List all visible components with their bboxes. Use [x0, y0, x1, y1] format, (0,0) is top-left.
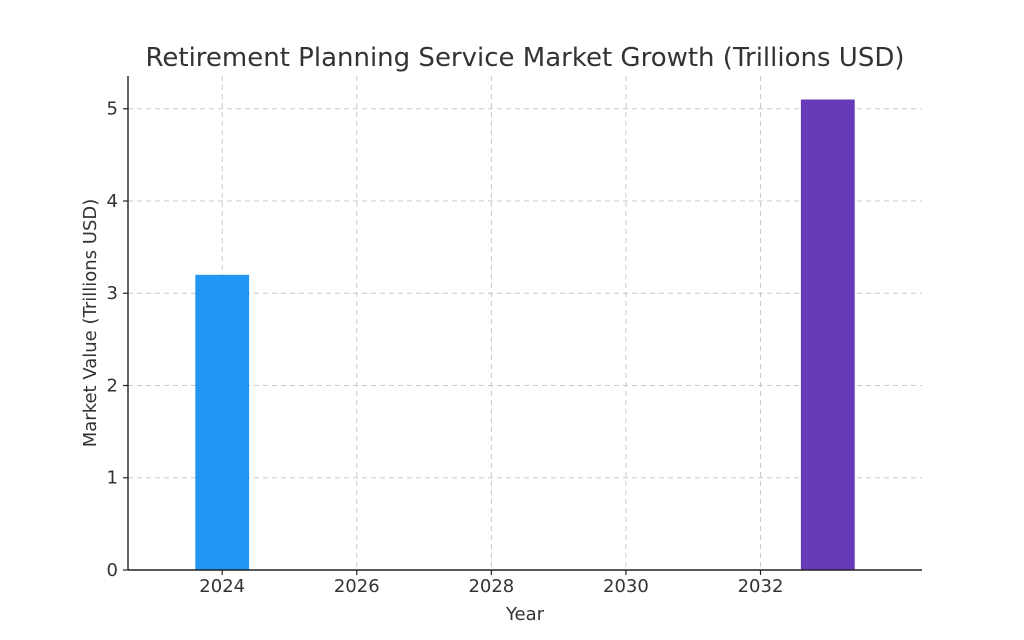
y-axis-label: Market Value (Trillions USD) — [80, 199, 101, 448]
x-tick-label: 2028 — [468, 576, 514, 597]
x-tick-label: 2030 — [603, 576, 649, 597]
bar-2024 — [195, 274, 250, 570]
x-tick-label: 2024 — [199, 576, 245, 597]
x-axis-ticks: 2024 2026 2028 2030 2032 — [199, 570, 783, 597]
y-tick-label: 3 — [107, 283, 118, 304]
x-tick-label: 2026 — [334, 576, 380, 597]
bars — [195, 99, 855, 571]
y-axis-ticks: 0 1 2 3 4 5 — [107, 99, 128, 581]
y-tick-label: 4 — [107, 191, 118, 212]
x-tick-label: 2032 — [738, 576, 784, 597]
y-tick-label: 0 — [107, 560, 118, 581]
x-axis-label: Year — [505, 604, 545, 625]
bar-2033 — [800, 99, 855, 571]
y-tick-label: 5 — [107, 99, 118, 120]
grid-lines — [128, 76, 922, 570]
chart-title: Retirement Planning Service Market Growt… — [145, 43, 904, 73]
y-tick-label: 2 — [107, 375, 118, 396]
y-tick-label: 1 — [107, 468, 118, 489]
